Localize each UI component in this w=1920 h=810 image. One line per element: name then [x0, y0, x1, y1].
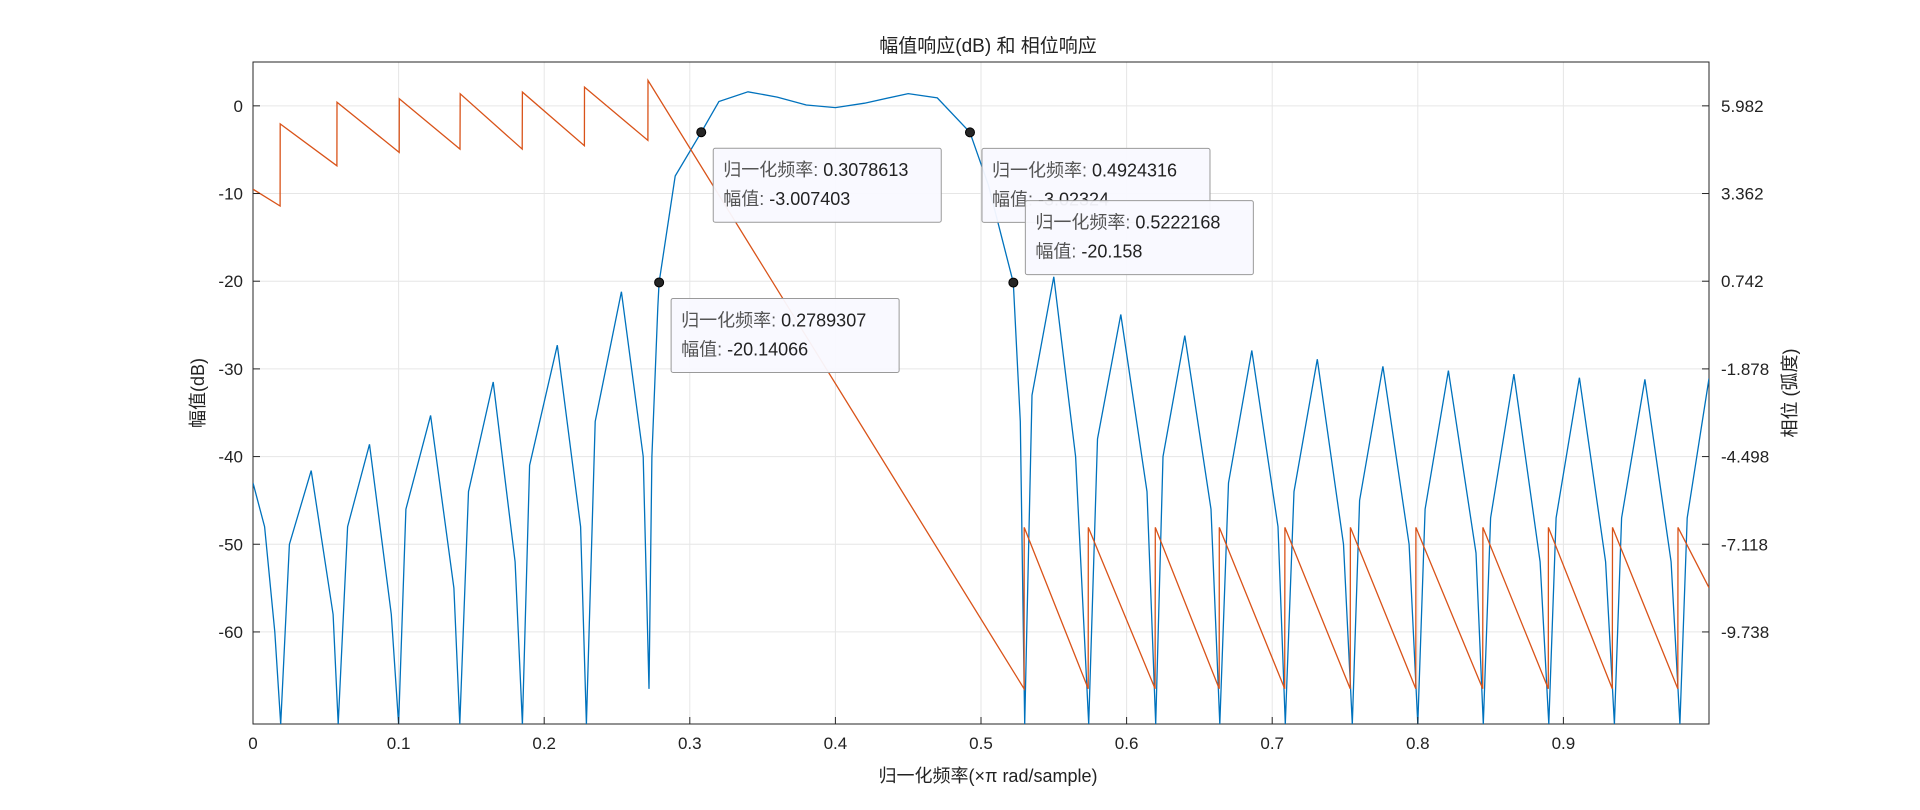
datatip-freq-label: 归一化频率: — [681, 310, 781, 330]
x-tick-label: 0 — [248, 734, 257, 753]
chart-title: 幅值响应(dB) 和 相位响应 — [879, 35, 1096, 57]
x-tick-label: 0.4 — [824, 734, 848, 753]
y-axis-right: 5.982 3.362 0.742 -1.878 -4.498 -7.118 -9.738 — [1702, 97, 1769, 642]
x-axis: 0 0.1 0.2 0.3 0.4 0.5 0.6 0.7 0.8 0.9 — [248, 717, 1575, 753]
datatip-freq-label: 归一化频率: — [723, 160, 823, 180]
datatip[interactable]: 归一化频率: 0.2789307 幅值: -20.14066 — [654, 277, 900, 373]
datatip[interactable]: 归一化频率: 0.3078613 幅值: -3.007403 — [696, 127, 942, 223]
datatip-mag-label: 幅值: — [1035, 242, 1081, 262]
datatip-marker[interactable] — [964, 127, 975, 138]
y-tick-label-right: -1.878 — [1721, 360, 1769, 379]
y-tick-label-right: -9.738 — [1721, 623, 1769, 642]
y-tick-label-right: 3.362 — [1721, 185, 1764, 204]
datatip-mag-value: -3.007403 — [769, 189, 850, 209]
datatip-marker[interactable] — [654, 277, 665, 288]
y-tick-label-right: 5.982 — [1721, 97, 1764, 116]
y-tick-label-right: 0.742 — [1721, 272, 1764, 291]
datatip-mag-label: 幅值: — [681, 339, 727, 359]
x-tick-label: 0.8 — [1406, 734, 1430, 753]
magnitude-response-line — [253, 91, 1709, 724]
datatip-freq-label: 归一化频率: — [992, 160, 1092, 180]
x-tick-label: 0.7 — [1260, 734, 1284, 753]
y-tick-label-left: -30 — [218, 360, 243, 379]
y-tick-label-left: -40 — [218, 448, 243, 467]
datatip-box — [670, 297, 900, 373]
series-layer — [253, 78, 1709, 724]
y-tick-label-left: -10 — [218, 185, 243, 204]
y-axis-label-left: 幅值(dB) — [188, 358, 208, 428]
datatip-freq-value: 0.5222168 — [1135, 213, 1220, 233]
datatip-mag-value: -20.158 — [1081, 242, 1142, 262]
y-tick-label-right: -4.498 — [1721, 448, 1769, 467]
datatip-marker[interactable] — [696, 127, 707, 138]
x-tick-label: 0.1 — [387, 734, 411, 753]
datatip-freq-value: 0.3078613 — [823, 160, 908, 180]
x-tick-label: 0.9 — [1552, 734, 1576, 753]
datatip-line2: 幅值: -20.14066 — [681, 339, 808, 359]
datatip-line1: 归一化频率: 0.2789307 — [681, 310, 866, 330]
x-tick-label: 0.2 — [532, 734, 556, 753]
x-tick-label: 0.5 — [969, 734, 993, 753]
datatip-line2: 幅值: -3.007403 — [723, 189, 850, 209]
y-tick-label-right: -7.118 — [1721, 535, 1768, 554]
x-axis-label: 归一化频率(×π rad/sample) — [879, 766, 1098, 786]
datatip[interactable]: 归一化频率: 0.5222168 幅值: -20.158 — [1008, 200, 1254, 288]
y-tick-label-left: -60 — [218, 623, 243, 642]
datatip-freq-label: 归一化频率: — [1035, 213, 1135, 233]
datatip-mag-value: -20.14066 — [727, 339, 808, 359]
datatip-marker[interactable] — [1008, 277, 1019, 288]
y-axis-left: 0 -10 -20 -30 -40 -50 -60 — [218, 97, 260, 642]
datatip-line1: 归一化频率: 0.3078613 — [723, 160, 908, 180]
datatip-box — [712, 147, 942, 223]
datatip-freq-value: 0.4924316 — [1092, 160, 1177, 180]
datatip-line1: 归一化频率: 0.5222168 — [1035, 213, 1220, 233]
grid-lines — [252, 62, 1709, 724]
datatips: 归一化频率: 0.3078613 幅值: -3.007403 归一化频率: 0.49… — [654, 127, 1254, 373]
phase-response-line — [253, 78, 1709, 692]
x-tick-label: 0.3 — [678, 734, 702, 753]
y-tick-label-left: -20 — [218, 272, 243, 291]
y-tick-label-left: 0 — [234, 97, 243, 116]
datatip-freq-value: 0.2789307 — [781, 310, 866, 330]
datatip-mag-label: 幅值: — [723, 189, 769, 209]
y-tick-label-left: -50 — [218, 535, 243, 554]
datatip-line1: 归一化频率: 0.4924316 — [992, 160, 1177, 180]
datatip-box — [1024, 200, 1254, 276]
y-axis-label-right: 相位 (弧度) — [1780, 349, 1800, 438]
x-tick-label: 0.6 — [1115, 734, 1139, 753]
datatip-line2: 幅值: -20.158 — [1035, 242, 1142, 262]
